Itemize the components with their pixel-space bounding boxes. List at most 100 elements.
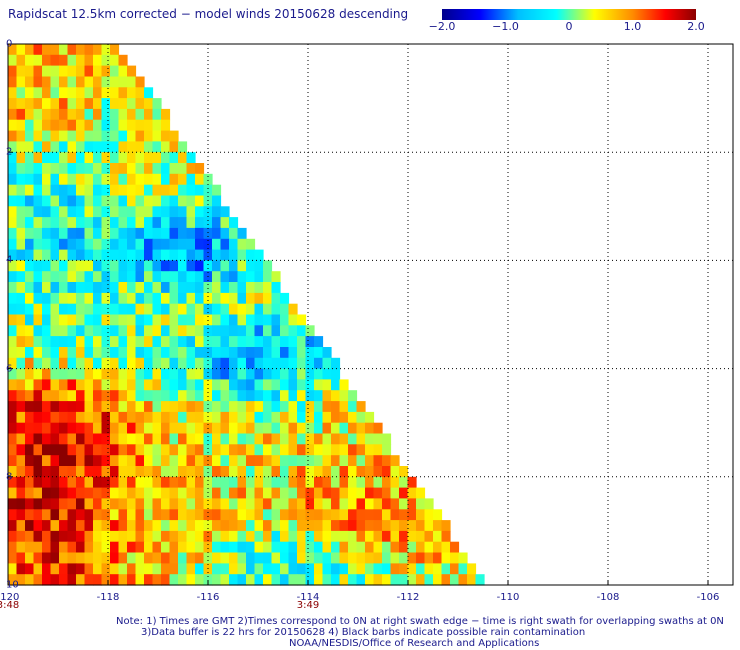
heatmap-cell <box>118 563 128 575</box>
heatmap-cell <box>305 368 315 380</box>
heatmap-cell <box>84 314 94 326</box>
heatmap-cell <box>67 563 77 575</box>
heatmap-cell <box>161 520 171 532</box>
heatmap-cell <box>178 141 188 153</box>
heatmap-cell <box>178 563 188 575</box>
heatmap-cell <box>288 487 298 499</box>
heatmap-cell <box>220 563 230 575</box>
heatmap-cell <box>178 303 188 316</box>
heatmap-cell <box>152 520 162 532</box>
heatmap-cell <box>135 390 145 402</box>
heatmap-cell <box>195 336 205 348</box>
heatmap-cell <box>25 292 35 305</box>
heatmap-cell <box>25 390 35 402</box>
heatmap-cell <box>373 444 383 456</box>
heatmap-cell <box>314 530 324 543</box>
heatmap-cell <box>59 401 69 413</box>
heatmap-cell <box>50 347 60 359</box>
heatmap-cell <box>433 509 443 521</box>
heatmap-cell <box>50 238 60 251</box>
heatmap-cell <box>237 444 247 456</box>
heatmap-cell <box>67 498 77 510</box>
heatmap-cell <box>16 87 26 99</box>
heatmap-cell <box>152 498 162 510</box>
heatmap-cell <box>8 476 18 489</box>
heatmap-cell <box>76 487 86 499</box>
heatmap-cell <box>169 487 179 499</box>
heatmap-cell <box>84 206 94 218</box>
heatmap-cell <box>288 390 298 402</box>
heatmap-cell <box>50 379 60 391</box>
heatmap-cell <box>297 509 307 521</box>
heatmap-cell <box>50 476 60 489</box>
heatmap-cell <box>178 249 188 261</box>
heatmap-cell <box>212 368 222 380</box>
heatmap-cell <box>169 292 179 305</box>
heatmap-cell <box>110 357 120 370</box>
heatmap-cell <box>59 76 69 88</box>
heatmap-cell <box>8 444 18 456</box>
heatmap-cell <box>127 152 137 164</box>
heatmap-cell <box>118 227 128 240</box>
heatmap-cell <box>390 466 400 478</box>
heatmap-cell <box>42 368 52 380</box>
heatmap-cell <box>212 541 222 554</box>
heatmap-cell <box>373 487 383 499</box>
heatmap-cell <box>59 282 69 294</box>
heatmap-cell <box>390 476 400 489</box>
heatmap-cell <box>339 574 349 586</box>
heatmap-cell <box>424 552 434 564</box>
heatmap-cell <box>84 119 94 132</box>
heatmap-cell <box>8 227 18 240</box>
heatmap-cell <box>33 379 43 391</box>
heatmap-cell <box>59 271 69 283</box>
heatmap-cell <box>297 552 307 564</box>
heatmap-cell <box>254 303 264 316</box>
heatmap-cell <box>271 466 281 478</box>
heatmap-cell <box>246 520 256 532</box>
heatmap-cell <box>8 130 18 142</box>
heatmap-cell <box>254 422 264 435</box>
heatmap-cell <box>144 347 154 359</box>
heatmap-cell <box>407 476 417 489</box>
heatmap-cell <box>50 87 60 99</box>
heatmap-cell <box>229 401 239 413</box>
heatmap-cell <box>203 401 213 413</box>
heatmap-cell <box>212 217 222 229</box>
heatmap-cell <box>50 152 60 164</box>
heatmap-cell <box>297 455 307 467</box>
heatmap-cell <box>110 54 120 67</box>
heatmap-cell <box>144 217 154 229</box>
heatmap-cell <box>25 163 35 175</box>
heatmap-cell <box>67 195 77 207</box>
heatmap-cell <box>59 476 69 489</box>
heatmap-cell <box>76 433 86 445</box>
heatmap-cell <box>314 552 324 564</box>
heatmap-cell <box>118 217 128 229</box>
heatmap-cell <box>110 282 120 294</box>
heatmap-cell <box>16 54 26 67</box>
heatmap-cell <box>16 303 26 316</box>
heatmap-cell <box>127 509 137 521</box>
heatmap-cell <box>59 498 69 510</box>
heatmap-cell <box>331 541 341 554</box>
heatmap-cell <box>110 401 120 413</box>
heatmap-cell <box>220 509 230 521</box>
heatmap-cell <box>110 184 120 197</box>
heatmap-cell <box>118 498 128 510</box>
heatmap-cell <box>288 498 298 510</box>
heatmap-cell <box>212 422 222 435</box>
heatmap-cell <box>195 303 205 316</box>
heatmap-cell <box>416 552 426 564</box>
heatmap-cell <box>101 217 111 229</box>
heatmap-cell <box>246 455 256 467</box>
heatmap-cell <box>101 206 111 218</box>
heatmap-cell <box>186 336 196 348</box>
heatmap-cell <box>16 152 26 164</box>
heatmap-cell <box>42 379 52 391</box>
heatmap-cell <box>67 206 77 218</box>
heatmap-cell <box>339 444 349 456</box>
heatmap-cell <box>305 336 315 348</box>
heatmap-cell <box>16 466 26 478</box>
heatmap-cell <box>382 530 392 543</box>
